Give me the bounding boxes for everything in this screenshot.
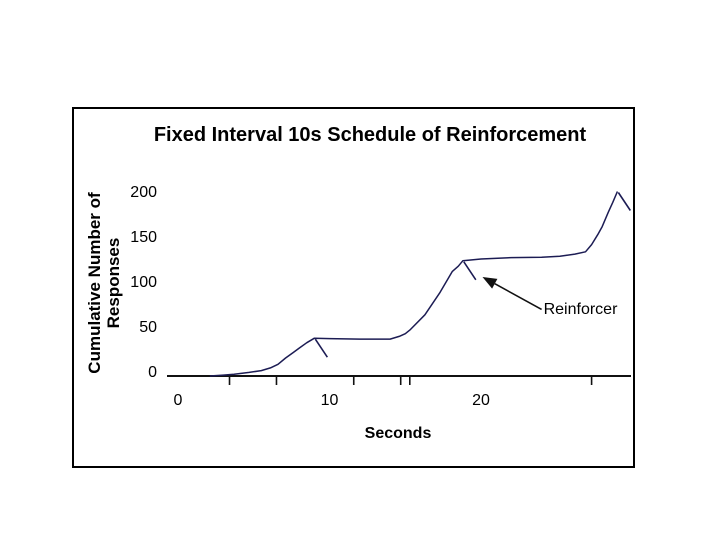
- y-tick-label: 50: [139, 319, 157, 336]
- chart-title: Fixed Interval 10s Schedule of Reinforce…: [153, 124, 587, 146]
- x-tick-label: 20: [472, 392, 490, 409]
- y-tick-label: 150: [130, 229, 157, 246]
- x-tick-label: 0: [173, 392, 183, 409]
- y-tick-label: 100: [130, 274, 157, 291]
- x-axis-title: Seconds: [364, 425, 432, 442]
- reinforcer-annotation-label: Reinforcer: [543, 301, 618, 319]
- y-tick-label: 0: [148, 364, 157, 381]
- x-tick-label: 10: [320, 392, 339, 409]
- y-tick-label: 200: [130, 184, 157, 201]
